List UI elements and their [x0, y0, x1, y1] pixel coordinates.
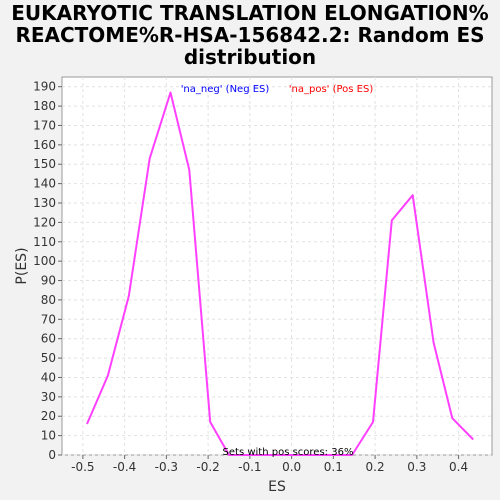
pos-scores-annotation: Sets with pos scores: 36%	[223, 447, 354, 458]
y-tick-label: 50	[41, 351, 56, 365]
x-tick-label: -0.2	[196, 460, 219, 474]
plot-area	[61, 76, 493, 456]
y-tick-label: 70	[41, 312, 56, 326]
y-tick-label: 80	[41, 293, 56, 307]
y-tick-label: 150	[33, 157, 56, 171]
chart-title-line-1: EUKARYOTIC TRANSLATION ELONGATION%	[11, 1, 489, 25]
y-tick-label: 20	[41, 409, 56, 423]
chart-title-line-2: REACTOME%R-HSA-156842.2: Random ES	[15, 23, 485, 47]
legend-entry-neg: 'na_neg' (Neg ES)	[181, 84, 270, 95]
y-tick-label: 60	[41, 332, 56, 346]
x-tick-label: -0.1	[238, 460, 261, 474]
x-tick-label: 0.2	[366, 460, 385, 474]
x-tick-label: 0.1	[324, 460, 343, 474]
y-tick-label: 0	[48, 448, 56, 462]
y-tick-label: 120	[33, 215, 56, 229]
y-tick-label: 110	[33, 235, 56, 249]
y-tick-label: 190	[33, 80, 56, 94]
x-tick-label: -0.4	[113, 460, 136, 474]
x-axis: -0.5 -0.4 -0.3 -0.2 -0.1 0.0 0.1 0.2 0.3 0.4	[71, 455, 468, 474]
y-tick-label: 30	[41, 390, 56, 404]
y-tick-label: 160	[33, 138, 56, 152]
chart-title: EUKARYOTIC TRANSLATION ELONGATION% REACT…	[0, 2, 500, 68]
grid	[62, 77, 492, 456]
y-tick-label: 100	[33, 254, 56, 268]
series-line	[86, 91, 474, 456]
y-tick-label: 140	[33, 177, 56, 191]
x-tick-label: 0.4	[449, 460, 468, 474]
y-axis: 0 10 20 30 40 50 60 70 80 90 100 110 120 130 140 150 160…	[33, 80, 62, 462]
x-tick-label: -0.5	[71, 460, 94, 474]
x-tick-label: 0.0	[282, 460, 301, 474]
y-tick-label: 10	[41, 429, 56, 443]
y-tick-label: 130	[33, 196, 56, 210]
series-group	[86, 91, 474, 456]
chart-title-line-3: distribution	[183, 45, 317, 69]
x-tick-label: -0.3	[155, 460, 178, 474]
x-tick-label: 0.3	[407, 460, 426, 474]
legend-entry-pos: 'na_pos' (Pos ES)	[289, 84, 374, 95]
y-tick-label: 170	[33, 118, 56, 132]
y-tick-label: 90	[41, 274, 56, 288]
y-axis-label: P(ES)	[14, 247, 30, 284]
x-axis-label: ES	[268, 479, 286, 495]
y-tick-label: 40	[41, 370, 56, 384]
y-tick-label: 180	[33, 99, 56, 113]
